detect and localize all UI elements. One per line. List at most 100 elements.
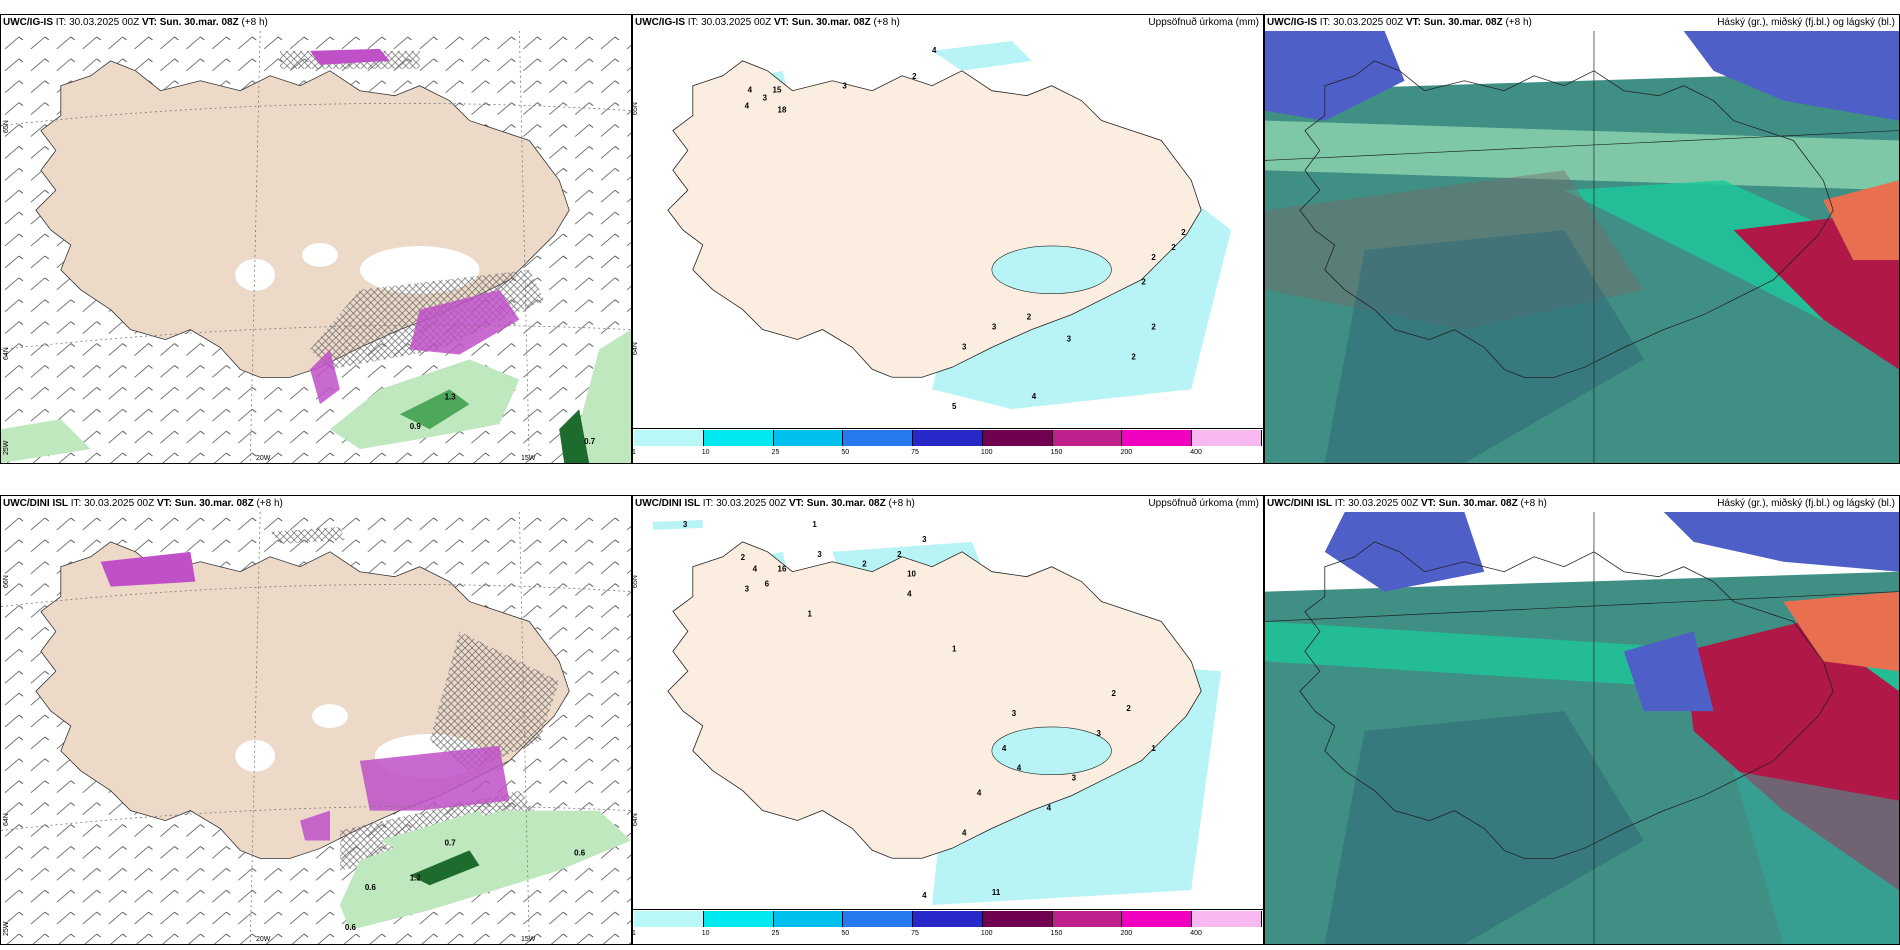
colorbar-swatch — [703, 911, 774, 927]
panel-title: Háský (gr.), miðský (fj.bl.) og lágský (… — [1717, 17, 1895, 28]
colorbar-swatch — [1192, 430, 1263, 446]
it-label: IT: — [702, 498, 714, 509]
colorbar-swatch — [913, 911, 983, 927]
colorbar-swatch — [1122, 911, 1193, 927]
value-label: 2 — [1126, 704, 1131, 713]
lat-label: 65N — [632, 102, 639, 115]
it-label: IT: — [55, 17, 67, 28]
value-label: 4 — [977, 789, 982, 798]
value-label: 6 — [765, 580, 770, 589]
colorbar-tick: 100 — [980, 449, 993, 456]
value-label: 3 — [763, 94, 768, 103]
lon-label: 25W — [3, 440, 10, 455]
colorbar-tick: 1 — [632, 930, 636, 937]
value-label: 1 — [807, 609, 812, 618]
value-label: 3 — [962, 342, 967, 351]
value-label: 4 — [748, 86, 753, 95]
precip-map-svg: 3 1 3 2 3 4 6 16 3 2 2 10 4 1 1 2 2 3 4 … — [652, 520, 1222, 906]
colorbar: 1 10 25 50 75 100 150 200 400 — [633, 428, 1263, 463]
panel-dini-clouds: UWC/DINI ISL IT: 30.03.2025 00Z VT: Sun.… — [1264, 495, 1900, 945]
it-value: 30.03.2025 00Z — [1348, 498, 1419, 509]
colorbar-swatch — [982, 911, 1053, 927]
it-value: 30.03.2025 00Z — [84, 498, 155, 509]
lead-time: (+8 h) — [1505, 17, 1532, 28]
value-label: 3 — [1012, 709, 1017, 718]
value-label: 2 — [1171, 243, 1176, 252]
it-value: 30.03.2025 00Z — [701, 17, 772, 28]
it-label: IT: — [70, 498, 82, 509]
value-label: 2 — [1027, 313, 1032, 322]
value-label: 2 — [1141, 278, 1146, 287]
lat-label: 66N — [3, 575, 10, 588]
lead-time: (+8 h) — [888, 498, 915, 509]
snow-purple-band — [409, 289, 520, 355]
panel-header: UWC/DINI ISL IT: 30.03.2025 00Z VT: Sun.… — [635, 498, 1259, 509]
cloud-map-svg — [1265, 512, 1899, 944]
value-label: 2 — [741, 553, 746, 562]
it-label: IT: — [687, 17, 699, 28]
wind-map-svg: 0.9 1.3 0.7 — [1, 31, 631, 463]
colorbar-tick: 400 — [1190, 449, 1202, 456]
value-label: 2 — [912, 72, 917, 81]
model-name: UWC/DINI ISL — [3, 498, 68, 509]
colorbar-tick: 400 — [1190, 930, 1202, 937]
value-label: 16 — [778, 565, 787, 574]
value-label: 0.6 — [365, 883, 377, 892]
value-label: 0.7 — [584, 437, 596, 446]
panel-igis-clouds: UWC/IG-IS IT: 30.03.2025 00Z VT: Sun. 30… — [1264, 14, 1900, 464]
colorbar-swatch — [913, 430, 983, 446]
panel-dini-precip: UWC/DINI ISL IT: 30.03.2025 00Z VT: Sun.… — [632, 495, 1264, 945]
colorbar-ticks: 1 10 25 50 75 100 150 200 400 — [632, 449, 1262, 459]
value-label: 4 — [745, 102, 750, 111]
cloud-map-svg — [1265, 31, 1899, 463]
panel-header: UWC/DINI ISL IT: 30.03.2025 00Z VT: Sun.… — [3, 498, 627, 509]
vt-label: VT: — [773, 17, 789, 28]
value-label: 3 — [842, 82, 847, 91]
value-label: 1.3 — [445, 392, 457, 401]
lead-time: (+8 h) — [241, 17, 268, 28]
panel-title: Uppsöfnuð úrkoma (mm) — [1148, 17, 1259, 28]
value-label: 11 — [992, 888, 1001, 897]
colorbar-tick: 10 — [701, 449, 710, 456]
value-label: 18 — [778, 106, 787, 115]
map-area — [1265, 31, 1899, 463]
lat-label: 64N — [632, 813, 639, 826]
vt-value: Sun. 30.mar. 08Z — [806, 498, 886, 509]
vt-label: VT: — [141, 17, 157, 28]
panel-header: UWC/IG-IS IT: 30.03.2025 00Z VT: Sun. 30… — [635, 17, 1259, 28]
vt-value: Sun. 30.mar. 08Z — [1423, 17, 1503, 28]
graticule — [1, 31, 631, 463]
value-label: 5 — [952, 402, 957, 411]
value-label: 3 — [817, 550, 822, 559]
colorbar-swatch — [1192, 911, 1263, 927]
colorbar-swatches — [634, 911, 1263, 927]
colorbar-swatch — [1052, 430, 1123, 446]
map-area — [1265, 512, 1899, 944]
colorbar-tick: 1 — [632, 449, 636, 456]
value-label: 2 — [897, 550, 902, 559]
value-label: 1 — [1151, 744, 1156, 753]
panel-title: Uppsöfnuð úrkoma (mm) — [1148, 498, 1259, 509]
value-label: 1.2 — [410, 873, 422, 882]
value-label: 4 — [1017, 764, 1022, 773]
lat-label: 64N — [3, 347, 10, 360]
value-label: 15 — [773, 86, 782, 95]
panel-dini-wind: UWC/DINI ISL IT: 30.03.2025 00Z VT: Sun.… — [0, 495, 632, 945]
colorbar-tick: 25 — [771, 449, 780, 456]
value-label: 3 — [1072, 774, 1077, 783]
colorbar-swatch — [1052, 911, 1123, 927]
panel-header: UWC/DINI ISL IT: 30.03.2025 00Z VT: Sun.… — [1267, 498, 1895, 509]
value-label: 2 — [1151, 253, 1156, 262]
colorbar-tick: 200 — [1120, 449, 1133, 456]
colorbar: 1 10 25 50 75 100 150 200 400 — [633, 909, 1263, 944]
it-value: 30.03.2025 00Z — [69, 17, 140, 28]
value-label: 0.6 — [345, 923, 357, 932]
panel-header: UWC/IG-IS IT: 30.03.2025 00Z VT: Sun. 30… — [1267, 17, 1895, 28]
value-label: 1 — [812, 520, 817, 529]
value-label: 0.9 — [410, 422, 422, 431]
value-label: 4 — [1002, 744, 1007, 753]
map-area: 0.7 0.6 1.2 0.6 0.6 — [1, 512, 631, 944]
vt-label: VT: — [156, 498, 172, 509]
colorbar-swatch — [843, 430, 914, 446]
value-label: 4 — [922, 891, 927, 900]
